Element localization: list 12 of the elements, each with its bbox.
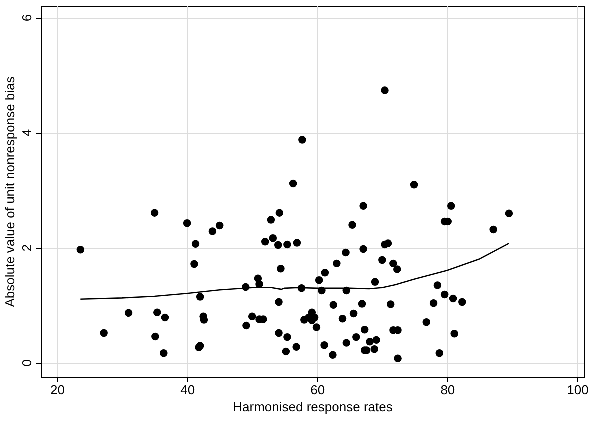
y-axis-title: Absolute value of unit nonresponse bias [2,76,18,308]
y-tick-label: 2 [20,244,34,252]
line-series [80,242,510,300]
x-tick-label: 100 [567,382,589,398]
x-tick-label: 80 [440,382,456,398]
x-axis-title: Harmonised response rates [233,400,394,414]
y-tick-label: 4 [20,129,34,137]
x-tick-label: 40 [180,382,196,398]
y-tick-label: 6 [20,14,34,22]
y-tick-label: 0 [20,360,34,367]
x-tick-label: 60 [310,382,326,398]
x-tick-label: 20 [50,382,65,398]
